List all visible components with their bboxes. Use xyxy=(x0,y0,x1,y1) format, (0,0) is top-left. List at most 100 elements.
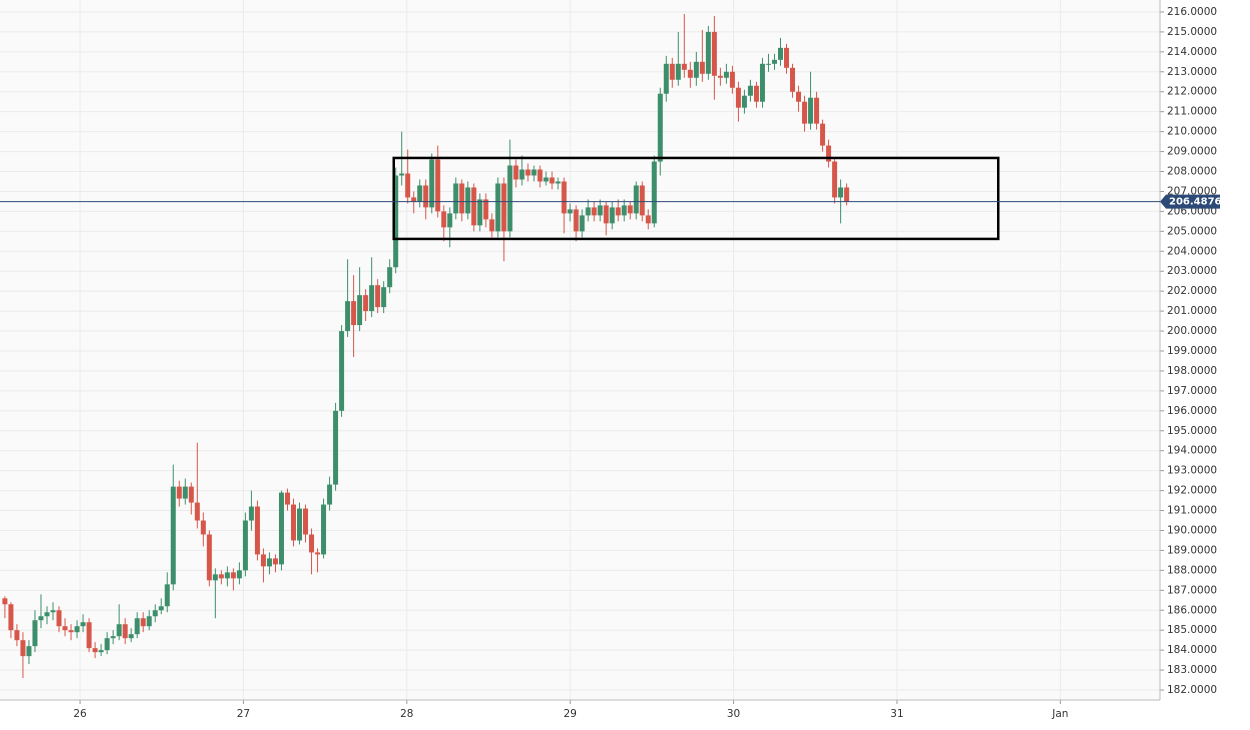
candle-body xyxy=(441,211,447,228)
candle-body xyxy=(796,91,802,102)
candle-body xyxy=(38,616,44,621)
y-tick-label: 196.0000 xyxy=(1167,405,1217,417)
candle-body xyxy=(561,181,567,214)
candle-body xyxy=(477,199,483,226)
candle-body xyxy=(375,285,381,308)
candle-body xyxy=(519,169,525,180)
candle-body xyxy=(711,31,717,76)
x-tick-label: 31 xyxy=(890,708,903,720)
y-tick-label: 210.0000 xyxy=(1167,126,1217,138)
candle-body xyxy=(194,502,200,521)
candle-body xyxy=(826,145,832,162)
candle-body xyxy=(579,215,585,232)
candle-body xyxy=(399,173,405,176)
candle-body xyxy=(453,183,459,214)
y-tick-label: 190.0000 xyxy=(1167,524,1217,536)
y-tick-label: 188.0000 xyxy=(1167,564,1217,576)
y-tick-label: 214.0000 xyxy=(1167,46,1217,58)
candle-body xyxy=(729,71,735,88)
y-tick-label: 184.0000 xyxy=(1167,644,1217,656)
candle-body xyxy=(699,61,705,74)
y-tick-label: 213.0000 xyxy=(1167,66,1217,78)
y-tick-label: 216.0000 xyxy=(1167,6,1217,18)
candle-body xyxy=(32,620,38,647)
candle-body xyxy=(741,95,747,108)
candle-body xyxy=(723,71,729,78)
candle-body xyxy=(56,610,62,627)
y-tick-label: 200.0000 xyxy=(1167,325,1217,337)
candle-body xyxy=(62,626,68,631)
y-tick-label: 201.0000 xyxy=(1167,305,1217,317)
candle-body xyxy=(765,63,771,65)
candle-body xyxy=(68,630,74,633)
candle-body xyxy=(164,584,170,607)
y-tick-label: 212.0000 xyxy=(1167,86,1217,98)
candle-body xyxy=(260,554,266,567)
candle-body xyxy=(435,159,441,212)
candle-body xyxy=(820,123,826,146)
candle-body xyxy=(14,630,20,641)
candle-body xyxy=(152,610,158,617)
candle-body xyxy=(585,207,591,216)
candle-body xyxy=(248,506,254,521)
candle-body xyxy=(591,207,597,216)
candle-body xyxy=(393,175,399,268)
y-tick-label: 183.0000 xyxy=(1167,664,1217,676)
candle-body xyxy=(717,75,723,78)
candle-body xyxy=(188,486,194,503)
x-tick-label: Jan xyxy=(1051,708,1068,720)
candle-body xyxy=(206,534,212,581)
candle-body xyxy=(621,205,627,216)
candle-body xyxy=(357,295,363,326)
candle-body xyxy=(808,97,814,124)
candle-body xyxy=(675,63,681,80)
candle-body xyxy=(802,101,808,124)
candle-body xyxy=(471,187,477,226)
candle-body xyxy=(284,492,290,505)
candle-body xyxy=(747,85,753,96)
candle-body xyxy=(122,624,128,639)
candle-body xyxy=(633,185,639,214)
candle-body xyxy=(158,606,164,611)
candle-body xyxy=(603,205,609,224)
candle-body xyxy=(705,31,711,74)
y-tick-label: 182.0000 xyxy=(1167,684,1217,696)
candle-body xyxy=(814,97,820,124)
last-price-label: 206.48768 xyxy=(1169,197,1229,208)
candle-body xyxy=(182,486,188,499)
candle-body xyxy=(315,552,321,555)
y-tick-label: 205.0000 xyxy=(1167,225,1217,237)
y-tick-label: 186.0000 xyxy=(1167,604,1217,616)
candle-body xyxy=(381,287,387,308)
candle-body xyxy=(218,574,224,579)
candle-body xyxy=(555,181,561,184)
candle-body xyxy=(345,301,351,332)
y-tick-label: 195.0000 xyxy=(1167,425,1217,437)
candle-body xyxy=(513,165,519,180)
candle-body xyxy=(429,159,435,208)
candle-body xyxy=(20,640,26,657)
y-tick-label: 203.0000 xyxy=(1167,265,1217,277)
candle-body xyxy=(537,169,543,182)
candle-body xyxy=(212,574,218,581)
candle-body xyxy=(405,173,411,198)
candle-body xyxy=(254,506,260,555)
candle-body xyxy=(339,331,345,411)
candle-body xyxy=(627,205,633,214)
candle-body xyxy=(687,69,693,78)
y-tick-label: 197.0000 xyxy=(1167,385,1217,397)
annotation-box xyxy=(392,156,1000,241)
y-tick-label: 191.0000 xyxy=(1167,505,1217,517)
candle-body xyxy=(242,520,248,571)
candle-body xyxy=(140,618,146,627)
candle-body xyxy=(790,67,796,92)
y-tick-label: 208.0000 xyxy=(1167,166,1217,178)
candle-body xyxy=(321,504,327,555)
candle-body xyxy=(489,219,495,232)
candle-body xyxy=(657,93,663,162)
candle-body xyxy=(693,61,699,78)
candle-body xyxy=(236,570,242,579)
candle-body xyxy=(266,558,272,567)
plot-background xyxy=(0,0,1160,700)
